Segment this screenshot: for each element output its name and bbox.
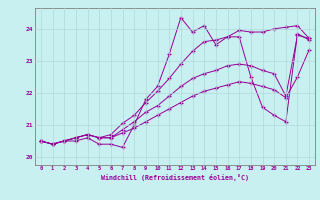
- X-axis label: Windchill (Refroidissement éolien,°C): Windchill (Refroidissement éolien,°C): [101, 174, 249, 181]
